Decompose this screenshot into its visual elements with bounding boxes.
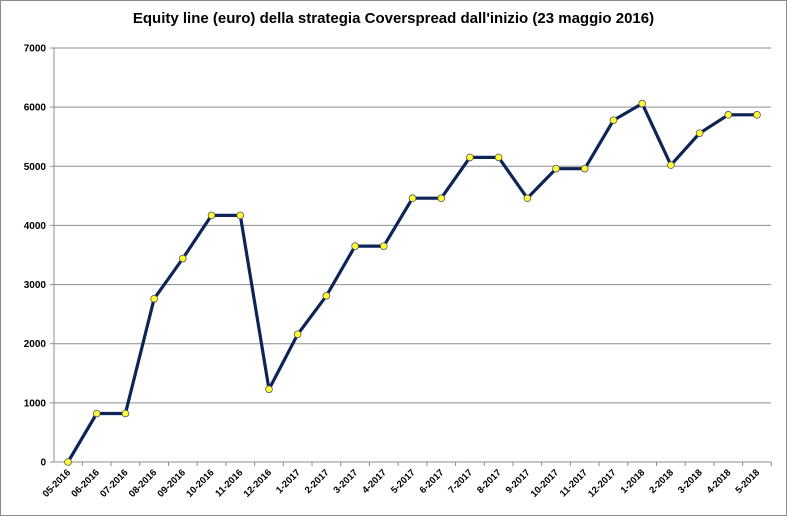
data-point-3-2018 <box>695 129 704 137</box>
chart-title: Equity line (euro) della strategia Cover… <box>132 10 655 27</box>
data-point-07-2016 <box>121 409 130 418</box>
data-point-5-2017 <box>408 194 417 203</box>
x-tick-label-4-2018: 4-2018 <box>705 467 734 496</box>
x-tick-label-06-2016: 06-2016 <box>69 467 101 499</box>
data-point-2-2017 <box>322 292 331 300</box>
x-tick-label-5-2018: 5-2018 <box>733 467 762 496</box>
data-point-6-2017 <box>437 194 446 203</box>
data-point-10-2016 <box>207 211 216 220</box>
x-tick-label-8-2017: 8-2017 <box>475 467 504 496</box>
data-point-10-2017 <box>552 164 560 173</box>
data-point-12-2016 <box>265 385 273 394</box>
x-tick-label-1-2018: 1-2018 <box>619 467 648 496</box>
x-tick-label-2-2018: 2-2018 <box>647 467 676 496</box>
x-tick-label-2-2017: 2-2017 <box>303 467 332 496</box>
x-tick-label-11-2017: 11-2017 <box>558 467 590 499</box>
data-point-7-2017 <box>466 153 474 162</box>
data-point-08-2016 <box>150 294 158 303</box>
x-tick-label-12-2016: 12-2016 <box>242 467 274 499</box>
x-tick-label-3-2017: 3-2017 <box>332 467 361 496</box>
series-layer <box>64 99 761 466</box>
data-point-06-2016 <box>92 409 101 418</box>
data-point-3-2017 <box>351 242 359 250</box>
x-tick-label-08-2016: 08-2016 <box>127 467 159 499</box>
x-tick-label-10-2017: 10-2017 <box>529 467 561 499</box>
data-point-12-2017 <box>609 116 618 124</box>
x-tick-label-07-2016: 07-2016 <box>98 467 130 499</box>
data-point-11-2016 <box>236 211 245 220</box>
data-point-11-2017 <box>580 164 589 173</box>
x-tick-label-1-2017: 1-2017 <box>274 467 303 496</box>
x-tick-label-05-2016: 05-2016 <box>41 467 73 499</box>
y-tick-label-6000: 6000 <box>24 103 47 114</box>
y-tick-label-7000: 7000 <box>24 44 47 55</box>
y-tick-label-0: 0 <box>40 458 46 469</box>
y-tick-label-3000: 3000 <box>24 280 47 291</box>
axes <box>53 48 771 463</box>
x-tick-label-6-2017: 6-2017 <box>418 467 447 496</box>
data-point-09-2016 <box>179 254 187 263</box>
data-point-9-2017 <box>523 194 532 203</box>
x-tick-label-3-2018: 3-2018 <box>676 467 705 496</box>
y-tick-label-1000: 1000 <box>24 398 47 409</box>
data-point-05-2016 <box>64 458 72 466</box>
data-point-1-2017 <box>293 330 302 339</box>
y-tick-label-4000: 4000 <box>24 221 47 232</box>
x-axis-ticks: 05-201606-201607-201608-201609-201610-20… <box>41 462 772 500</box>
data-point-4-2018 <box>724 111 733 119</box>
x-tick-label-09-2016: 09-2016 <box>156 467 188 499</box>
x-tick-label-7-2017: 7-2017 <box>446 467 475 496</box>
y-tick-label-5000: 5000 <box>24 162 47 173</box>
data-point-5-2018 <box>753 111 761 119</box>
data-point-4-2017 <box>379 242 388 250</box>
y-axis-ticks: 0 1000 2000 3000 4000 5000 6000 7000 <box>24 44 54 469</box>
x-tick-label-11-2016: 11-2016 <box>213 467 245 499</box>
x-tick-label-5-2017: 5-2017 <box>389 467 418 496</box>
x-tick-label-12-2017: 12-2017 <box>586 467 618 499</box>
data-point-1-2018 <box>638 99 646 108</box>
y-tick-label-2000: 2000 <box>24 339 47 350</box>
series-line-0 <box>66 101 757 463</box>
x-tick-label-10-2016: 10-2016 <box>184 467 216 499</box>
data-point-2-2018 <box>667 161 675 169</box>
data-point-8-2017 <box>494 153 503 162</box>
grid-lines <box>54 47 771 404</box>
x-tick-label-4-2017: 4-2017 <box>360 467 389 496</box>
